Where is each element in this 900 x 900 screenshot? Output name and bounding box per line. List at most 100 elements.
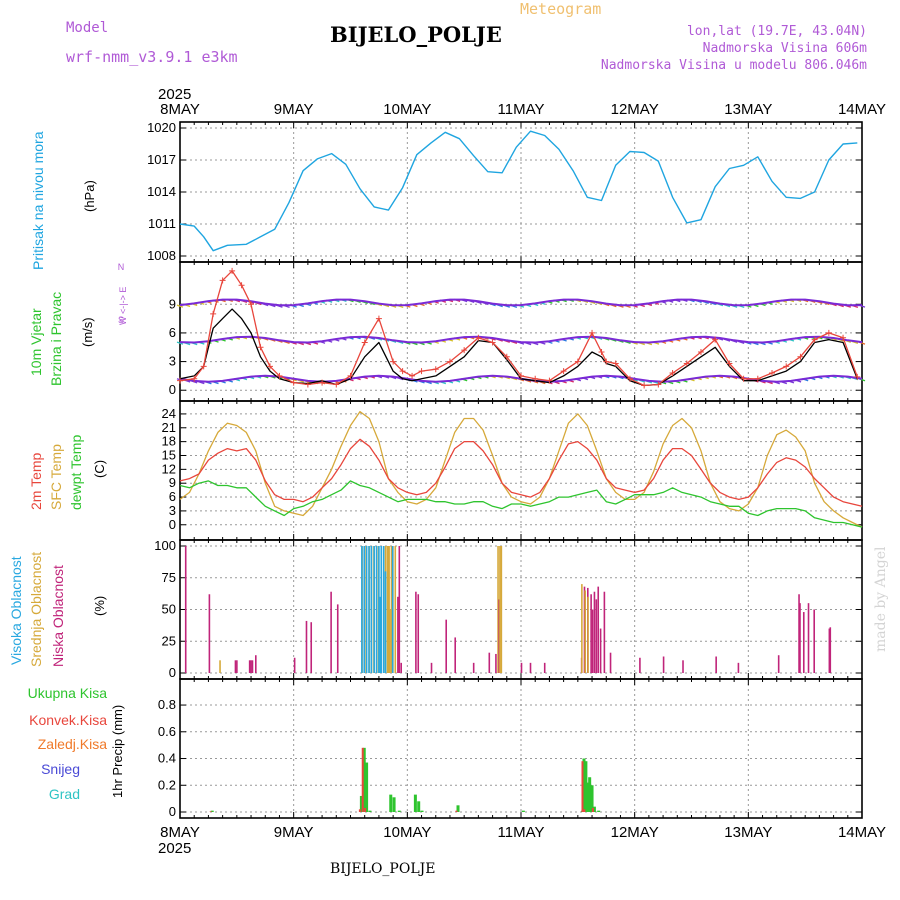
y-tick-label: 9	[169, 475, 176, 490]
y-tick-label: 0.4	[158, 751, 176, 766]
footer-station: BIJELO_POLJE	[330, 861, 436, 877]
wind-barb	[176, 341, 184, 345]
gust-marker	[276, 372, 283, 379]
total-precip-bar	[389, 794, 393, 812]
gust-marker	[603, 358, 610, 365]
y-tick-label: 12	[162, 461, 176, 476]
gust-marker	[840, 334, 847, 341]
gust-marker	[669, 370, 676, 377]
gust-marker	[375, 315, 382, 322]
date-label-top: 14MAY	[838, 101, 886, 118]
total-precip-bar	[397, 810, 401, 812]
legend-conv-rain: Konvek.Kisa	[29, 712, 107, 728]
gust-marker	[626, 375, 633, 382]
total-precip-bar	[588, 777, 592, 812]
y-tick-label: 18	[162, 434, 176, 449]
total-precip-bar	[210, 810, 214, 812]
y-tick-label: 0	[169, 382, 176, 397]
total-precip-bar	[413, 794, 417, 812]
y-tick-label: 3	[169, 354, 176, 369]
y-tick-label: 21	[162, 420, 176, 435]
wind-speed-line	[179, 308, 858, 387]
gust-marker	[854, 373, 861, 380]
y-tick-label: 0.2	[158, 777, 176, 792]
gust-marker	[546, 377, 553, 384]
gust-marker	[503, 353, 510, 360]
gust-marker	[409, 372, 416, 379]
y-tick-label: 1011	[148, 216, 176, 231]
date-label-bottom: 10MAY	[383, 824, 431, 841]
total-precip-bar	[362, 747, 366, 812]
total-precip-bar	[582, 758, 586, 812]
pressure-line	[179, 130, 858, 252]
gust-marker	[290, 379, 297, 386]
elevation-label: Nadmorska Visina 606m	[702, 41, 867, 56]
gust-marker	[574, 358, 581, 365]
total-precip-bar	[584, 761, 588, 812]
legend-freezing-rain: Zaledj.Kisa	[37, 736, 107, 752]
gust-marker	[489, 339, 496, 346]
total-precip-bar	[368, 810, 372, 812]
total-precip-bar	[590, 785, 594, 812]
date-label-bottom: 9MAY	[274, 824, 314, 841]
compass-n: N	[118, 262, 125, 272]
wind-barb	[176, 304, 184, 308]
gust-marker	[319, 379, 326, 386]
gust-marker	[210, 310, 217, 317]
conv-precip-bar	[361, 747, 364, 812]
y-tick-label: 0	[169, 517, 176, 532]
total-precip-bar	[456, 805, 460, 812]
gust-marker	[361, 339, 368, 346]
total-precip-bar	[586, 782, 590, 812]
y-tick-label: 9	[169, 296, 176, 311]
conv-precip-bar	[455, 810, 458, 812]
wind-band-line	[179, 335, 863, 344]
total-precip-bar	[592, 806, 596, 812]
lonlat-label: lon,lat (19.7E, 43.04N)	[686, 24, 867, 39]
date-label-top: 12MAY	[611, 101, 659, 118]
legend-hail: Grad	[48, 786, 80, 802]
gust-marker	[461, 347, 468, 354]
compass-s: S	[118, 315, 124, 325]
date-label-top: 11MAY	[498, 101, 545, 118]
gust-marker	[655, 381, 662, 388]
gust-marker	[347, 372, 354, 379]
gust-marker	[432, 366, 439, 373]
model-name: wrf-nmm_v3.9.1 e3km	[66, 48, 238, 66]
total-precip-bar	[417, 801, 421, 812]
y-tick-label: 1020	[147, 120, 176, 135]
conv-precip-bar	[209, 811, 212, 812]
gust-marker	[783, 363, 790, 370]
total-precip-bar	[597, 810, 601, 812]
gust-marker	[518, 372, 524, 379]
wind-gust-line	[179, 270, 858, 387]
gust-marker	[248, 301, 255, 308]
date-label-bottom: 11MAY	[498, 824, 545, 841]
legend-snow: Snijeg	[41, 761, 80, 777]
gust-marker	[191, 375, 198, 382]
conv-precip-bar	[591, 807, 594, 812]
date-label-bottom: 14MAY	[838, 824, 886, 841]
y-tick-label: 6	[169, 489, 176, 504]
total-precip-bar	[392, 797, 396, 812]
conv-precip-bar	[583, 809, 586, 812]
conv-precip-bar	[581, 761, 584, 812]
gust-marker	[697, 349, 704, 356]
temp-2m-line	[179, 438, 863, 507]
model-elevation-label: Nadmorska Visina u modelu 806.046m	[600, 58, 867, 73]
gust-marker	[399, 368, 406, 375]
y-tick-label: 0.8	[158, 697, 176, 712]
gust-marker	[712, 336, 719, 343]
y-tick-label: 6	[169, 325, 176, 340]
gust-marker	[177, 377, 183, 384]
y-tick-label: 1017	[147, 152, 176, 167]
date-label-top: 8MAY	[160, 101, 200, 118]
gust-marker	[641, 382, 648, 389]
conv-precip-bar	[358, 809, 361, 812]
station-title: BIJELO_POLJE	[330, 22, 502, 47]
gust-marker	[266, 363, 273, 370]
gust-marker	[238, 282, 245, 289]
model-label: Model	[66, 20, 109, 36]
